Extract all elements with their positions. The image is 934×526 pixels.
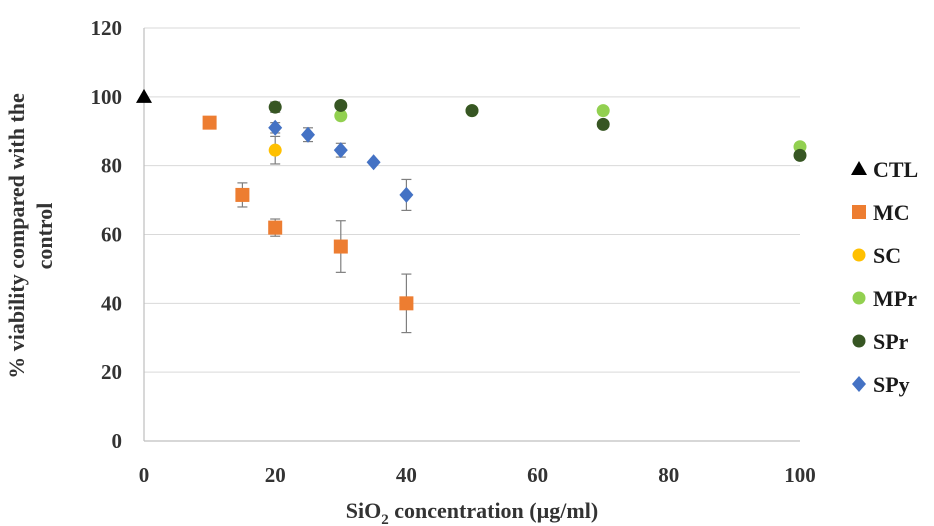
x-tick-label-60: 60: [527, 463, 548, 487]
x-tick-label-40: 40: [396, 463, 417, 487]
marker-spr-2: [465, 104, 479, 118]
legend-label-mc: MC: [873, 200, 910, 225]
marker-spy-0: [268, 119, 283, 136]
marker-ctl-0: [136, 88, 152, 103]
marker-spr-0: [268, 100, 282, 114]
x-tick-label-100: 100: [784, 463, 816, 487]
marker-mc-0: [202, 115, 217, 130]
legend-label-ctl: CTL: [873, 157, 918, 182]
x-axis-title-subscript: 2: [381, 512, 389, 526]
x-axis-title-main: SiO: [346, 498, 381, 523]
marker-mc-1: [235, 187, 250, 202]
legend: CTL MC SC MPr SPr SPy: [851, 157, 918, 397]
legend-label-sc: SC: [873, 243, 901, 268]
marker-spy-2: [333, 142, 348, 159]
legend-marker-mc: [852, 205, 866, 219]
gridlines: [144, 27, 800, 373]
y-axis-title-line1: % viability compared with the: [4, 93, 29, 379]
marker-mpr-0: [334, 109, 348, 123]
y-tick-label-40: 40: [101, 291, 122, 315]
marker-spy-3: [366, 154, 381, 171]
legend-marker-ctl: [851, 161, 867, 175]
axes: 0 20 40 60 80 100 120 0 20 40 60 80 100: [91, 16, 816, 487]
y-tick-label-20: 20: [101, 360, 122, 384]
marker-spr-4: [793, 148, 807, 162]
x-axis-title-rest: concentration (µg/ml): [389, 498, 598, 523]
marker-spy-1: [301, 126, 315, 143]
legend-marker-spr: [852, 334, 866, 348]
legend-marker-spy: [852, 376, 866, 392]
y-tick-label-120: 120: [91, 16, 123, 40]
y-tick-label-60: 60: [101, 223, 122, 247]
marker-mc-2: [268, 220, 283, 235]
legend-label-spy: SPy: [873, 372, 910, 397]
x-tick-label-20: 20: [265, 463, 286, 487]
marker-mpr-2: [596, 104, 610, 118]
marker-spr-1: [334, 98, 348, 112]
marker-mc-4: [399, 296, 414, 311]
legend-label-spr: SPr: [873, 329, 909, 354]
y-tick-label-80: 80: [101, 154, 122, 178]
error-bars: [237, 101, 412, 334]
legend-marker-sc: [852, 248, 866, 262]
y-tick-label-100: 100: [91, 85, 123, 109]
x-axis-title: SiO2 concentration (µg/ml): [346, 498, 598, 526]
marker-spr-3: [596, 117, 610, 131]
x-tick-label-0: 0: [139, 463, 150, 487]
data-markers: [136, 88, 807, 311]
legend-label-mpr: MPr: [873, 286, 917, 311]
y-axis-title-line2: control: [32, 203, 57, 270]
marker-sc-0: [268, 143, 282, 157]
x-tick-label-80: 80: [658, 463, 679, 487]
marker-mc-3: [333, 239, 348, 254]
y-tick-label-0: 0: [112, 429, 123, 453]
legend-marker-mpr: [852, 291, 866, 305]
marker-spy-4: [399, 186, 414, 203]
